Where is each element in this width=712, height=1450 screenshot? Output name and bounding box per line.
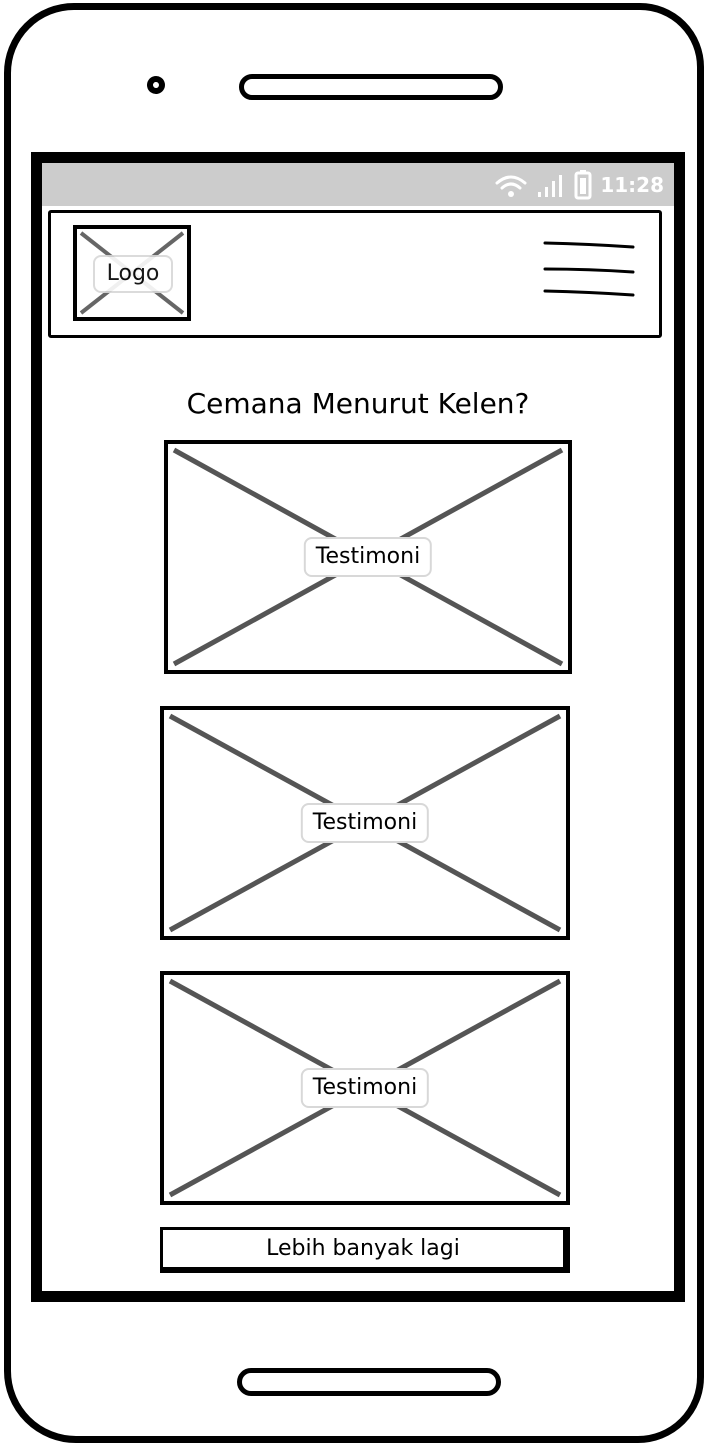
hamburger-menu-icon[interactable] [543,239,635,299]
testimonial-label: Testimoni [300,1068,430,1108]
more-testimonials-button[interactable]: Lebih banyak lagi [160,1227,570,1273]
phone-screen: 11:28 Logo Cemana Menurut Kelen? [31,152,685,1302]
logo-placeholder[interactable]: Logo [73,225,191,321]
status-icons: 11:28 [494,170,664,200]
wifi-icon [495,175,527,197]
status-bar: 11:28 [42,163,674,206]
home-button[interactable] [237,1368,501,1396]
testimonial-label: Testimoni [300,803,430,843]
battery-icon [574,170,592,200]
front-camera-icon [145,74,167,96]
app-header: Logo [48,210,662,338]
status-time: 11:28 [600,173,664,197]
testimonial-card: Testimoni [160,971,570,1205]
signal-icon [538,175,563,197]
testimonial-card: Testimoni [164,440,572,674]
logo-label: Logo [93,255,173,293]
testimonial-label: Testimoni [303,537,433,577]
earpiece-speaker [239,74,503,100]
page-title: Cemana Menurut Kelen? [186,387,530,420]
testimonial-card: Testimoni [160,706,570,940]
